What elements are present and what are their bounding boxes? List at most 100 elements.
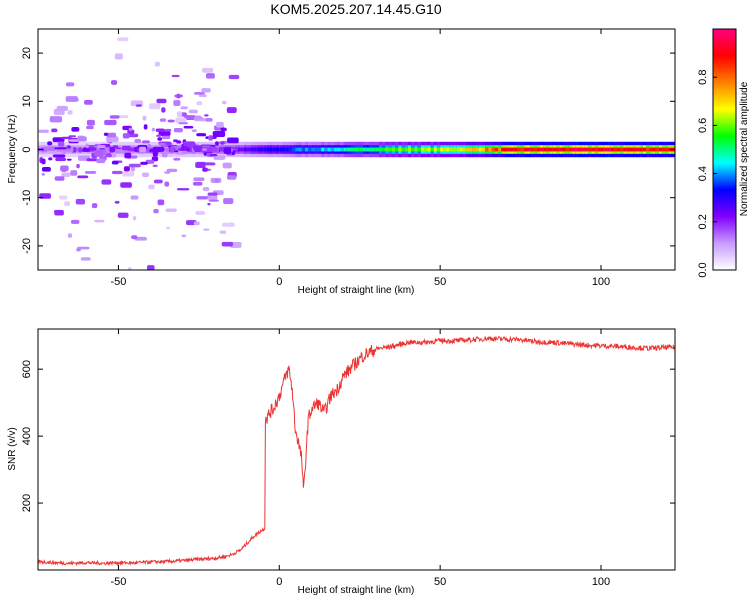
spectrogram-cell [623,147,628,152]
spectrogram-patch [139,146,147,153]
spectrogram-patch [82,147,90,152]
spectrogram-cell [436,147,441,152]
spectrogram-patch [55,157,67,162]
spectrogram-cell [655,147,660,152]
spectrogram-cell [510,147,515,152]
spectrogram-cell [398,147,403,152]
spectrogram-cell [340,147,345,152]
spectrogram-cell [285,147,290,152]
spectrogram-cell [276,147,280,152]
spectrogram-patch [57,141,65,147]
spectrogram-patch [161,107,166,113]
spectrogram-image [38,37,675,270]
spectrogram-cell [237,147,242,152]
spectrogram-patch [96,158,106,164]
spectrogram-cell [555,147,560,152]
spectrogram-patch [220,141,225,145]
spectrogram-patch [226,175,237,180]
spectrogram-cell [247,147,251,152]
spectrogram-patch [66,145,71,149]
spectrogram-patch [132,215,137,221]
spectrogram-cell [279,147,284,152]
colorbar-tick-label: 0.2 [697,214,709,229]
spectrogram-cell [642,147,647,152]
spectrogram-patch [43,146,56,151]
spectrogram-cell [424,147,428,152]
spectrogram-patch [196,101,203,106]
spectrogram-patch [41,173,45,176]
spectrogram-cell [243,147,248,152]
spectrogram-cell [311,147,316,152]
spectrogram-cell [353,147,357,152]
spectrogram-patch [201,88,211,93]
spectrogram-cell [568,147,573,152]
spectrogram-cell [240,147,245,152]
spectrogram-patch [227,137,239,144]
spectrogram-patch [178,122,189,125]
spectrogram-cell [523,147,528,152]
spectrogram-patch [76,163,80,169]
spectrogram-patch [193,116,203,120]
spectrogram-patch [61,172,71,177]
spectrogram-cell [578,147,583,152]
spectrogram-patch [193,221,200,226]
spectrogram-cell [546,147,551,152]
snr-y-axis-title: SNR (v/v) [7,427,18,470]
spectrogram-cell [266,147,271,152]
colorbar-title: Normalized spectral amplitude [739,81,750,216]
spectrogram-patch [222,222,235,227]
snr-y-tick-label: 400 [21,427,33,445]
spectrogram-cell [501,147,505,152]
spectrogram-patch [64,201,71,207]
spectrogram-patch [122,133,130,139]
spectrogram-cell [391,147,396,152]
spectrogram-cell [292,147,296,152]
spectrogram-patch [221,241,234,247]
spectrogram-patch [149,103,161,110]
spectrogram-cell [375,147,380,152]
spectrogram-cell [453,147,457,152]
spectrogram-patch [176,93,181,99]
spectrogram-patch [65,96,78,102]
spectrogram-patch [70,170,78,176]
spectrogram-patch [183,115,196,120]
spectrogram-patch [51,128,58,133]
spectrogram-patch [208,199,219,202]
spectrogram-cell [321,147,325,152]
spectrogram-patch [165,208,177,212]
spectrogram-patch [38,129,49,133]
spectrogram-cell [533,147,538,152]
spectrogram-patch [84,99,93,105]
spectrogram-cell [601,147,605,152]
spectrogram-cell [272,147,277,152]
spectrogram-cell [250,147,255,152]
snr-ticks: -50 0 50 100 200 400 600 [21,329,675,588]
spectrogram-patch [156,98,167,104]
colorbar-tick-label: 0.6 [697,118,709,133]
spectrogram-cell [366,147,370,152]
spectrogram-patch [120,182,132,188]
spectrogram-cell [498,147,502,152]
spectrogram-patch [131,235,138,239]
spectrogram-patch [202,186,210,192]
spectrogram-patch [128,133,139,138]
spectrogram-patch [54,176,65,181]
snr-y-tick-label: 600 [21,360,33,378]
spectrogram-patch [106,132,117,138]
spectrogram-patch [155,128,165,132]
spectrogram-patch [175,117,187,123]
spectrogram-patch [56,105,68,111]
spectrogram-patch [205,118,213,122]
spectrogram-patch [65,82,75,87]
spectrogram-patch [54,147,67,150]
spectrogram-cell [411,147,415,152]
spectrogram-cell [388,147,393,152]
spectrogram-cell [504,147,509,152]
spectrogram-cell [649,147,653,152]
spectrogram-cell [446,147,451,152]
spectrogram-cell [478,147,483,152]
spectrogram-patch [176,188,190,191]
spectrogram-cell [665,147,670,152]
spectrogram-patch [183,145,188,150]
spectrogram-cell [385,147,390,152]
